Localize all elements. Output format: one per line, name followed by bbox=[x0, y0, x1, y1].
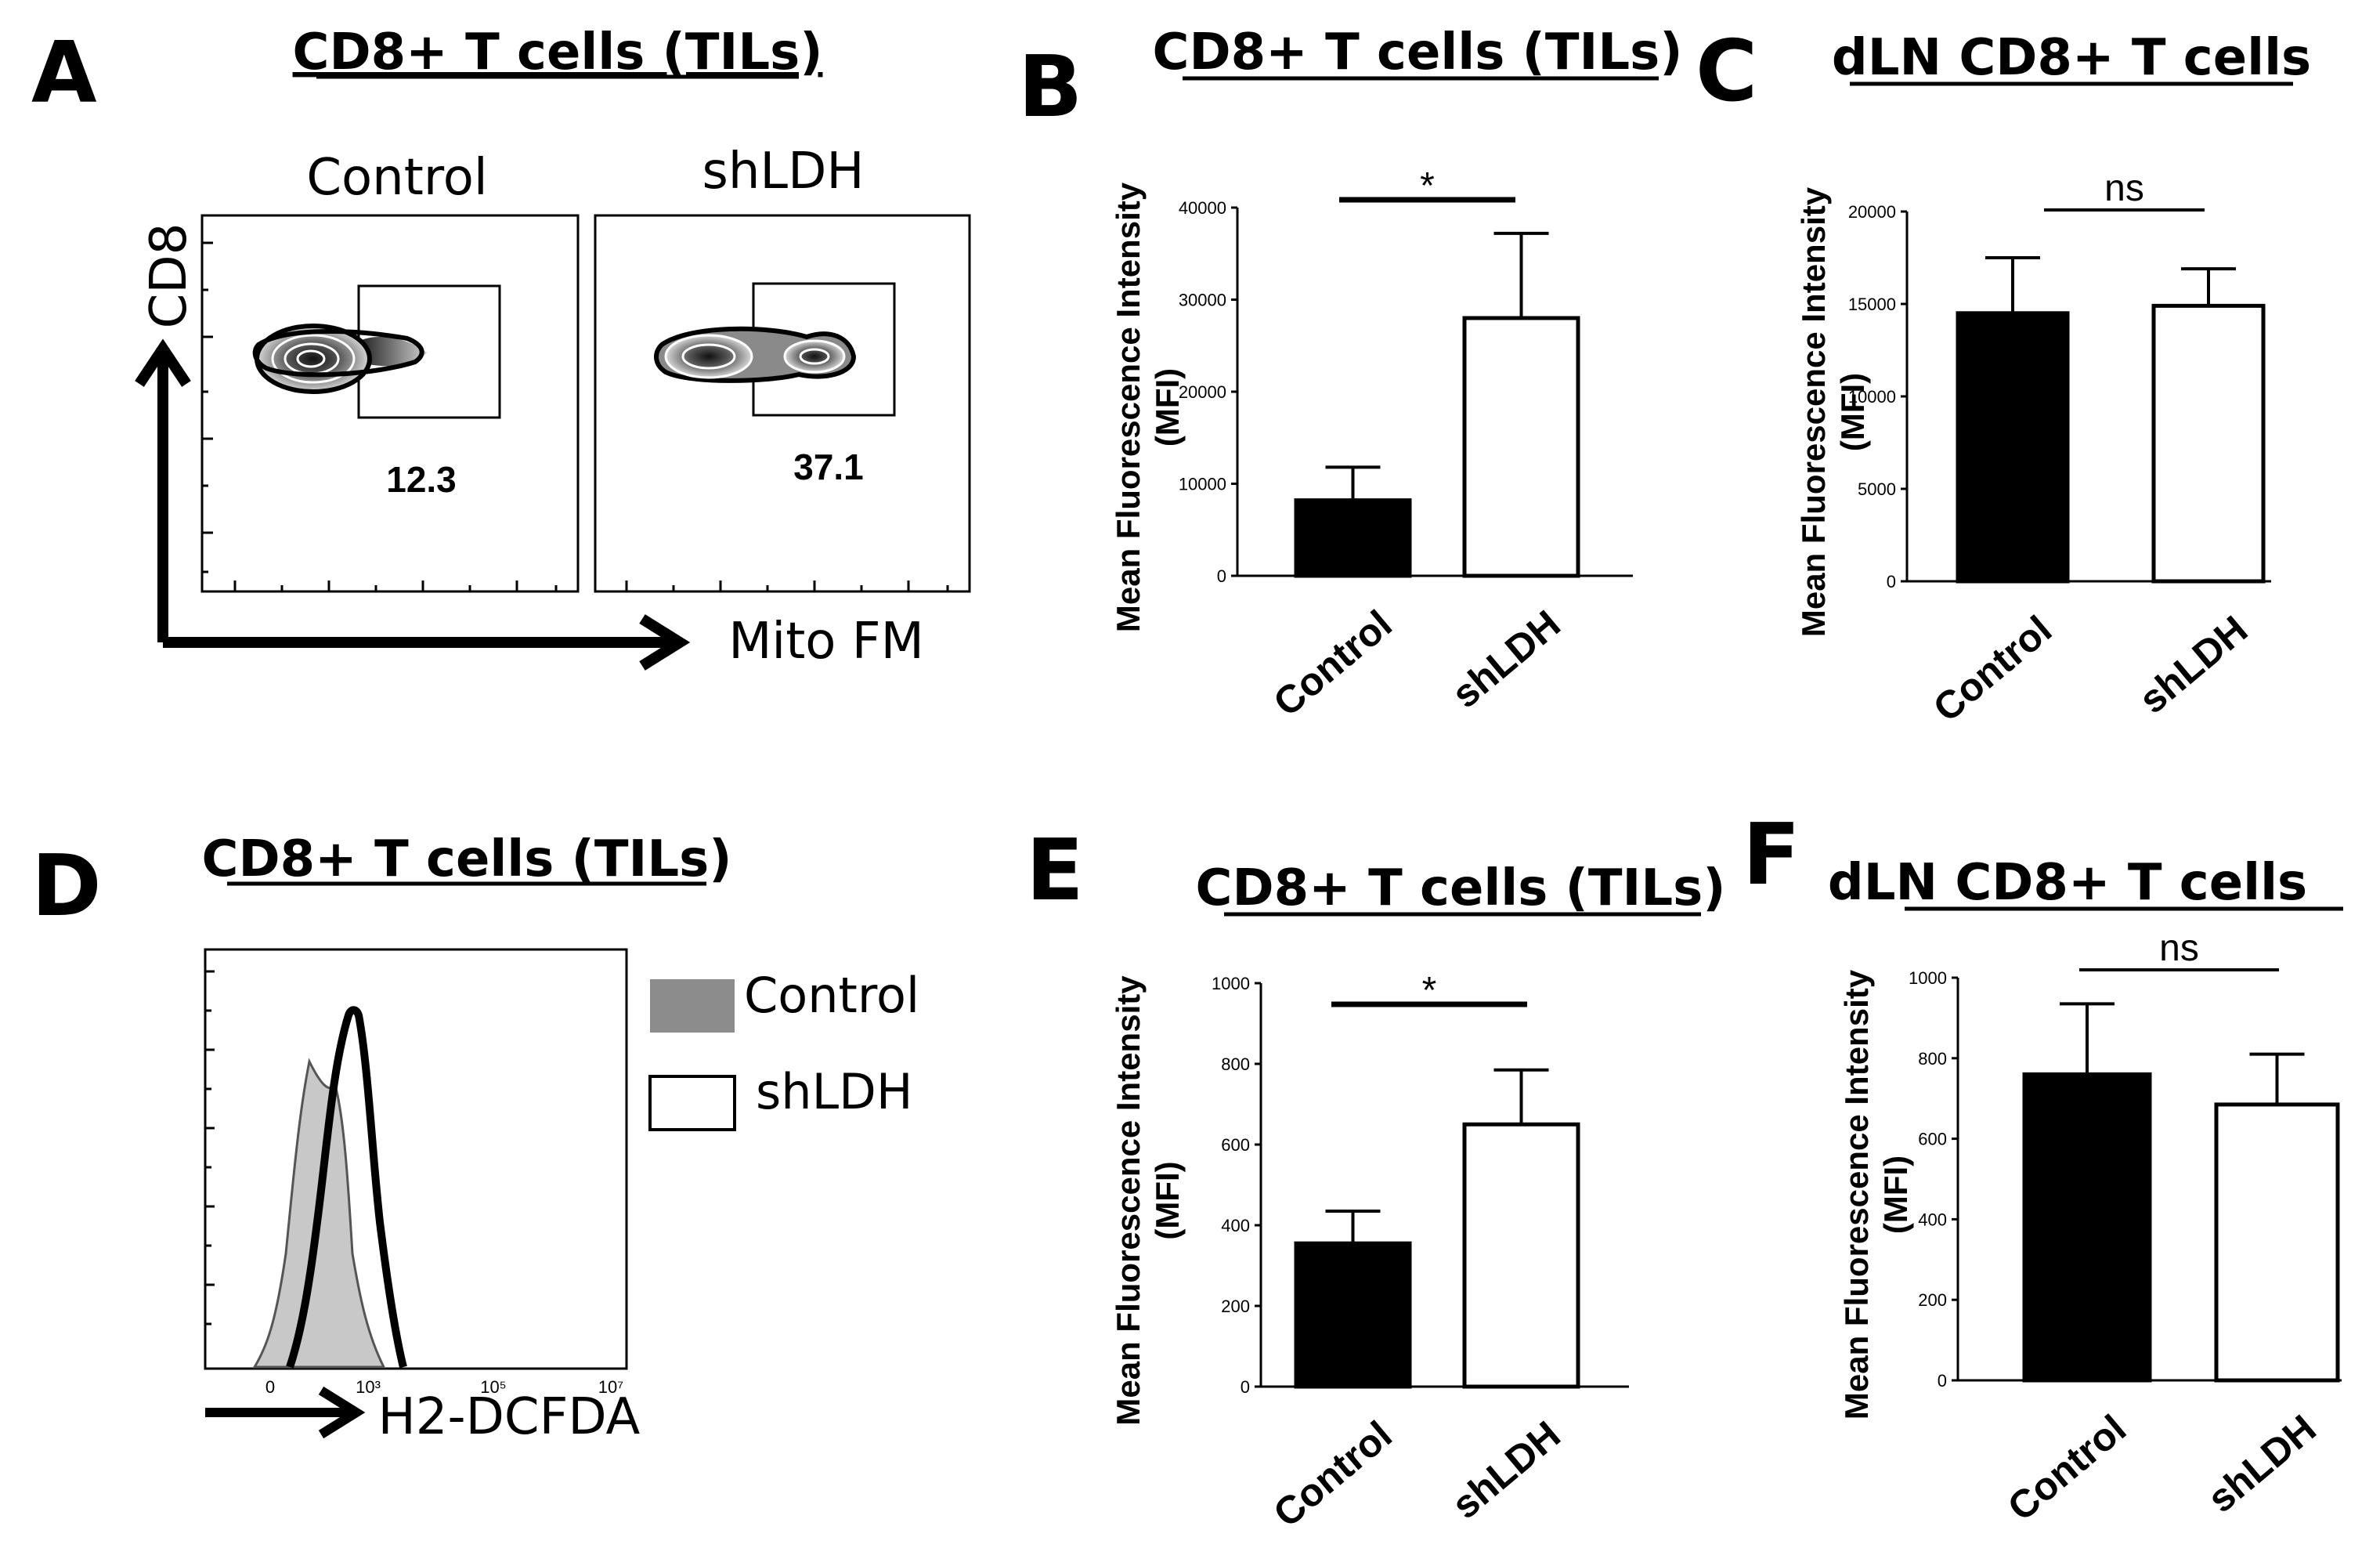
chart-b-category-label-1: shLDH bbox=[1443, 602, 1568, 716]
histogram-shldh bbox=[286, 1006, 407, 1369]
legend-swatch-shldh bbox=[648, 1075, 736, 1131]
panel-letter-b: B bbox=[1018, 38, 1082, 136]
chart-b-y-label-2: (MFI) bbox=[1149, 368, 1186, 447]
flow-axes-arrows bbox=[135, 338, 691, 671]
chart-c-significance-label: ns bbox=[2104, 168, 2144, 209]
chart-b-y-tick-label: 40000 bbox=[1179, 198, 1226, 218]
chart-f-y-tick-label: 0 bbox=[1938, 1371, 1947, 1391]
chart-f-y-label: Mean Fluorescence Intensity bbox=[1838, 969, 1875, 1420]
chart-e-category-label-1: shLDH bbox=[1443, 1412, 1568, 1527]
chart-c-y-tick-label: 10000 bbox=[1848, 387, 1896, 407]
chart-e-y-tick-label: 1000 bbox=[1212, 974, 1250, 993]
chart-f-y-tick-label: 800 bbox=[1918, 1049, 1947, 1069]
chart-e-title: CD8+ T cells (TILs) bbox=[1196, 859, 1726, 917]
chart-f-title: dLN CD8+ T cells bbox=[1828, 854, 2307, 912]
chart-b-bar-shldh bbox=[1462, 316, 1580, 578]
chart-c-category-label-0: Control bbox=[1925, 607, 2060, 730]
chart-e-y-label: Mean Fluorescence Intensity bbox=[1110, 975, 1147, 1426]
bar-chart-f: dLN CD8+ T cells 0 200 400 600 800 1000 Mean Fl… bbox=[1828, 854, 2343, 1529]
flow-y-axis-label: CD8 bbox=[140, 223, 198, 329]
flow-plot-shldh-title: shLDH bbox=[702, 143, 865, 201]
histogram-x-axis-label: H2-DCFDA bbox=[378, 1388, 641, 1446]
histogram-x-arrow bbox=[205, 1386, 366, 1439]
chart-c-title: dLN CD8+ T cells bbox=[1832, 29, 2311, 87]
chart-e-y-tick-label: 600 bbox=[1221, 1135, 1250, 1155]
histogram-x-tick-3: 10⁷ bbox=[598, 1377, 623, 1397]
chart-e-bar-shldh bbox=[1462, 1122, 1580, 1389]
chart-f-y-tick-label: 600 bbox=[1918, 1130, 1947, 1149]
panel-letter-d: D bbox=[31, 837, 102, 935]
chart-c-bar-shldh bbox=[2151, 303, 2266, 584]
chart-e-bar-control bbox=[1294, 1241, 1412, 1389]
chart-b-y-tick-label: 0 bbox=[1217, 566, 1226, 586]
chart-f-y-tick-label: 1000 bbox=[1909, 968, 1947, 988]
chart-c-y-label-2: (MFI) bbox=[1834, 373, 1871, 451]
chart-c-bar-control bbox=[1956, 311, 2070, 584]
panel-a-title: CD8+ T cells (TILs) bbox=[293, 24, 823, 81]
panel-d-title: CD8+ T cells (TILs) bbox=[202, 830, 732, 888]
chart-f-y-tick-label: 400 bbox=[1918, 1210, 1947, 1229]
chart-c-y-tick-label: 0 bbox=[1887, 572, 1896, 591]
flow-plot-control bbox=[200, 214, 580, 593]
bar-chart-c: dLN CD8+ T cells 0 5000 10000 15000 20000 Mean… bbox=[1795, 29, 2311, 730]
chart-b-significance-label: * bbox=[1420, 165, 1435, 207]
chart-c-y-tick-label: 15000 bbox=[1848, 295, 1896, 314]
chart-f-significance-label: ns bbox=[2159, 928, 2199, 969]
chart-e-y-tick-label: 800 bbox=[1221, 1054, 1250, 1074]
bar-chart-e: CD8+ T cells (TILs) 0 200 400 600 800 1000 Mean… bbox=[1110, 859, 1725, 1535]
chart-f-y-tick-label: 200 bbox=[1918, 1290, 1947, 1310]
histogram-plot bbox=[204, 948, 628, 1370]
chart-e-y-tick-label: 400 bbox=[1221, 1216, 1250, 1235]
chart-c-category-label-1: shLDH bbox=[2131, 607, 2255, 722]
chart-b-category-label-0: Control bbox=[1266, 602, 1400, 725]
gate-percent-shldh: 37.1 bbox=[793, 447, 864, 487]
histogram-legend: Control shLDH bbox=[648, 967, 919, 1131]
chart-b-y-tick-label: 20000 bbox=[1179, 382, 1226, 402]
bar-chart-b: CD8+ T cells (TILs) 0 10000 20000 30000 40000… bbox=[1110, 24, 1682, 725]
histogram-x-tick-2: 10⁵ bbox=[480, 1377, 507, 1397]
panel-letter-e: E bbox=[1026, 822, 1084, 920]
legend-swatch-control bbox=[650, 979, 735, 1033]
chart-f-bar-control bbox=[2022, 1072, 2152, 1383]
chart-e-y-tick-label: 200 bbox=[1221, 1297, 1250, 1316]
chart-f-y-label-2: (MFI) bbox=[1877, 1156, 1914, 1234]
chart-b-bar-control bbox=[1294, 498, 1412, 578]
chart-f-category-label-0: Control bbox=[1999, 1406, 2134, 1529]
chart-b-y-label: Mean Fluorescence Intensity bbox=[1110, 182, 1147, 632]
chart-e-significance-label: * bbox=[1422, 970, 1437, 1011]
histogram-x-tick-0: 0 bbox=[265, 1377, 275, 1397]
chart-b-title: CD8+ T cells (TILs) bbox=[1153, 24, 1683, 81]
chart-f-bar-shldh bbox=[2214, 1102, 2340, 1383]
panel-letter-a: A bbox=[31, 24, 97, 122]
histogram-x-tick-1: 10³ bbox=[356, 1377, 381, 1397]
flow-plot-shldh bbox=[594, 214, 971, 593]
panel-letter-f: F bbox=[1743, 806, 1800, 904]
legend-label-control: Control bbox=[744, 967, 919, 1024]
chart-c-y-tick-label: 5000 bbox=[1858, 479, 1896, 499]
chart-e-category-label-0: Control bbox=[1266, 1412, 1400, 1535]
chart-e-y-label-2: (MFI) bbox=[1149, 1161, 1186, 1239]
chart-b-y-tick-label: 30000 bbox=[1179, 291, 1226, 310]
chart-e-y-tick-label: 0 bbox=[1241, 1377, 1250, 1397]
chart-c-y-tick-label: 20000 bbox=[1848, 202, 1896, 222]
legend-label-shldh: shLDH bbox=[756, 1063, 913, 1120]
panel-letter-c: C bbox=[1696, 23, 1757, 121]
chart-c-y-label: Mean Fluorescence Intensity bbox=[1795, 186, 1832, 637]
flow-plot-control-title: Control bbox=[306, 149, 487, 207]
chart-f-category-label-1: shLDH bbox=[2199, 1406, 2324, 1521]
gate-percent-control: 12.3 bbox=[386, 459, 457, 500]
flow-x-axis-label: Mito FM bbox=[728, 613, 924, 671]
chart-b-y-tick-label: 10000 bbox=[1179, 475, 1226, 494]
